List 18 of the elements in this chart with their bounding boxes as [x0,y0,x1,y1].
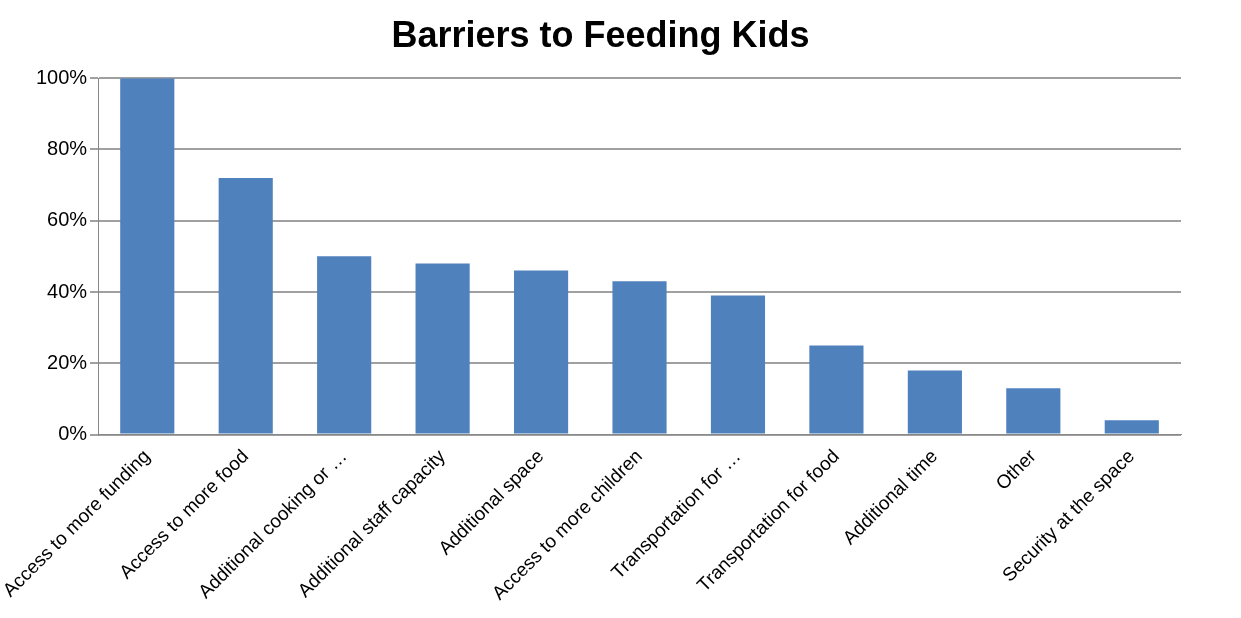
bar [317,256,372,434]
y-tick-label: 20% [47,350,88,373]
bar [120,78,175,434]
bar [907,370,962,434]
bar [1104,420,1159,434]
bar [1006,388,1061,434]
bar [218,177,273,434]
bar [415,263,470,434]
bar [710,295,766,434]
bar [513,270,569,434]
y-tick-label: 80% [47,136,88,159]
y-tick-label: 0% [58,422,88,445]
y-tick-label: 40% [47,279,88,302]
y-tick-label: 60% [47,208,88,231]
chart-title: Barriers to Feeding Kids [391,13,810,55]
bar [612,281,667,434]
bar [809,345,864,434]
y-tick-label: 100% [35,65,88,88]
